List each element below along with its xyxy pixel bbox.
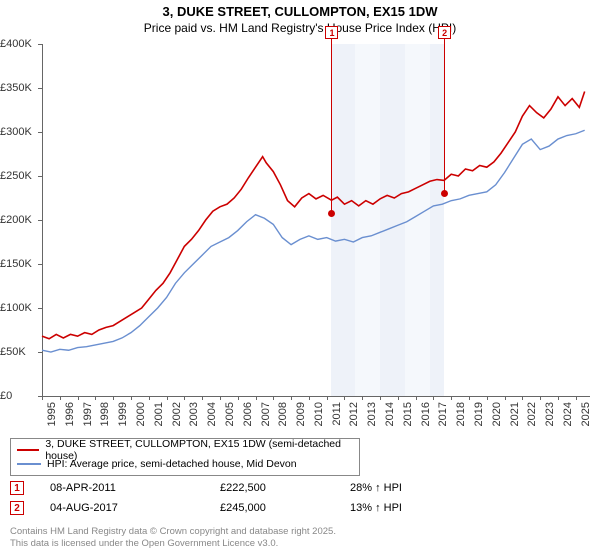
x-tick-label: 1995 <box>46 402 58 426</box>
x-tick-label: 2000 <box>135 402 147 426</box>
legend-label: HPI: Average price, semi-detached house,… <box>47 458 297 470</box>
sale-hpi-delta: 13% ↑ HPI <box>350 502 470 514</box>
sale-row: 2 04-AUG-2017£245,00013% ↑ HPI <box>10 498 470 518</box>
sale-price: £245,000 <box>220 502 350 514</box>
x-tick-label: 2002 <box>171 402 183 426</box>
sales-table: 1 08-APR-2011£222,50028% ↑ HPI 2 04-AUG-201… <box>10 478 470 518</box>
x-tick-label: 2022 <box>526 402 538 426</box>
y-tick-label: £350K <box>0 82 36 94</box>
x-tick-label: 2012 <box>348 402 360 426</box>
y-tick-label: £0 <box>0 390 36 402</box>
chart-title-line1: 3, DUKE STREET, CULLOMPTON, EX15 1DW <box>0 0 600 21</box>
x-tick-label: 2020 <box>491 402 503 426</box>
x-tick-label: 2003 <box>188 402 200 426</box>
footnote-line2: This data is licensed under the Open Gov… <box>10 538 278 549</box>
sale-price: £222,500 <box>220 482 350 494</box>
legend-row: 3, DUKE STREET, CULLOMPTON, EX15 1DW (se… <box>17 443 353 457</box>
x-tick-label: 2016 <box>420 402 432 426</box>
x-tick-label: 2014 <box>384 402 396 426</box>
y-tick-label: £50K <box>0 346 36 358</box>
chart-marker-2: 2 <box>438 26 451 197</box>
x-tick-label: 2015 <box>402 402 414 426</box>
x-tick-label: 2010 <box>313 402 325 426</box>
x-tick-label: 2004 <box>206 402 218 426</box>
x-tick-label: 1996 <box>64 402 76 426</box>
x-tick-label: 1999 <box>117 402 129 426</box>
y-tick-label: £150K <box>0 258 36 270</box>
x-tick-label: 2011 <box>331 402 343 426</box>
x-tick-label: 2005 <box>224 402 236 426</box>
sale-row: 1 08-APR-2011£222,50028% ↑ HPI <box>10 478 470 498</box>
y-tick-label: £100K <box>0 302 36 314</box>
x-tick-label: 2023 <box>544 402 556 426</box>
sale-date: 04-AUG-2017 <box>50 502 220 514</box>
y-tick-label: £250K <box>0 170 36 182</box>
x-tick-label: 2007 <box>260 402 272 426</box>
y-tick-label: £300K <box>0 126 36 138</box>
y-tick-label: £400K <box>0 38 36 50</box>
x-tick-label: 2009 <box>295 402 307 426</box>
chart-container: 3, DUKE STREET, CULLOMPTON, EX15 1DW Pri… <box>0 0 600 560</box>
legend-swatch <box>17 463 41 465</box>
x-tick-label: 1998 <box>99 402 111 426</box>
x-tick-label: 2013 <box>366 402 378 426</box>
sale-hpi-delta: 28% ↑ HPI <box>350 482 470 494</box>
legend-swatch <box>17 449 39 451</box>
x-tick-label: 2018 <box>455 402 467 426</box>
x-tick-label: 1997 <box>82 402 94 426</box>
x-tick-label: 2021 <box>509 402 521 426</box>
x-tick-label: 2025 <box>580 402 592 426</box>
x-tick-label: 2001 <box>153 402 165 426</box>
series-price_paid <box>42 92 585 339</box>
sale-date: 08-APR-2011 <box>50 482 220 494</box>
legend: 3, DUKE STREET, CULLOMPTON, EX15 1DW (se… <box>10 438 360 476</box>
x-tick-label: 2019 <box>473 402 485 426</box>
sale-marker: 1 <box>10 481 24 495</box>
x-tick-label: 2006 <box>242 402 254 426</box>
x-tick-label: 2024 <box>562 402 574 426</box>
plot-area: £0£50K£100K£150K£200K£250K£300K£350K£400… <box>42 44 590 396</box>
x-tick-label: 2017 <box>437 402 449 426</box>
chart-marker-1: 1 <box>325 26 338 217</box>
chart-title-line2: Price paid vs. HM Land Registry's House … <box>0 21 600 37</box>
x-tick-label: 2008 <box>277 402 289 426</box>
chart-lines <box>42 44 590 396</box>
footnote-line1: Contains HM Land Registry data © Crown c… <box>10 526 336 537</box>
sale-marker: 2 <box>10 501 24 515</box>
y-tick-label: £200K <box>0 214 36 226</box>
